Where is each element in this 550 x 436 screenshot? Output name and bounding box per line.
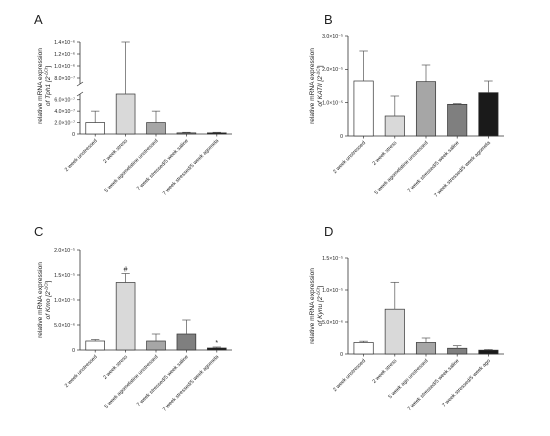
x-tick-label: 2 week stress bbox=[102, 138, 129, 165]
y-tick-label: 1.0×10⁻⁵ bbox=[322, 100, 343, 106]
y-axis-label-line2: of Tph1 [2 bbox=[45, 76, 52, 106]
x-tick-label: 7 week stressed/5 week saline bbox=[407, 140, 461, 194]
x-tick-label: 7 week stressed/5 week saline bbox=[136, 138, 190, 192]
y-axis-label-close: ] bbox=[317, 65, 324, 67]
bar bbox=[146, 340, 166, 351]
x-tick-label: 2 week unstressed bbox=[332, 358, 367, 393]
bar bbox=[115, 282, 136, 351]
y-tick-label: 0 bbox=[72, 348, 75, 354]
x-tick-label: 7 week stressed/5 week agomela bbox=[162, 138, 221, 197]
y-axis-label-superscript: -ΔCt bbox=[44, 67, 49, 77]
panel-letter: A bbox=[34, 12, 43, 27]
y-axis-label-line1: relative mRNA expression bbox=[309, 268, 316, 344]
panel-letter: B bbox=[324, 12, 333, 27]
y-axis-label: relative mRNA expressionof Kynu [2-ΔCt] bbox=[309, 268, 324, 344]
y-tick-label: 6.0×10⁻⁷ bbox=[54, 98, 75, 104]
bar bbox=[384, 115, 405, 137]
y-axis-label-line1: relative mRNA expression bbox=[37, 262, 44, 338]
bar bbox=[384, 308, 405, 355]
bar bbox=[207, 347, 227, 351]
y-tick-label: 5.0×10⁻⁶ bbox=[322, 320, 343, 326]
bar bbox=[353, 342, 374, 355]
y-axis-label-close: ] bbox=[45, 66, 52, 68]
y-axis-label-line2: of KATII [2 bbox=[317, 76, 324, 107]
bar bbox=[146, 122, 166, 135]
y-tick-label: 1.5×10⁻⁵ bbox=[54, 273, 75, 279]
x-tick-label: 7 week stressed/5 week agomela bbox=[433, 140, 492, 199]
axis-break-mark bbox=[76, 81, 84, 87]
y-axis-label-line2: of Kynu [2 bbox=[317, 296, 324, 326]
significance-annotation: # bbox=[124, 267, 128, 274]
bar bbox=[115, 93, 136, 135]
y-tick-label: 1.5×10⁻⁵ bbox=[322, 256, 343, 262]
y-axis-label-close: ] bbox=[317, 286, 324, 288]
axis-break-mark bbox=[76, 91, 84, 97]
y-tick-label: 4.0×10⁻⁷ bbox=[54, 109, 75, 115]
y-tick-label: 0 bbox=[340, 352, 343, 358]
y-tick-label: 5.0×10⁻⁶ bbox=[54, 323, 75, 329]
y-tick-label: 3.0×10⁻⁵ bbox=[322, 34, 343, 40]
bar bbox=[85, 122, 105, 135]
x-tick-label: 5 week agomelatine unstressed bbox=[374, 140, 430, 196]
x-tick-label: 2 week unstressed bbox=[64, 138, 99, 173]
bar bbox=[353, 80, 374, 137]
bar bbox=[415, 81, 437, 137]
x-tick-label: 2 week stress bbox=[102, 354, 129, 381]
x-tick-label: 5 week agomelatine unstressed bbox=[104, 138, 160, 194]
y-axis-label: relative mRNA expressionof Kmo [2-ΔCt] bbox=[37, 262, 52, 338]
x-tick-label: 7 week stressed/5 week saline bbox=[407, 358, 461, 412]
bar bbox=[176, 132, 197, 135]
bar bbox=[207, 132, 227, 135]
y-tick-label: 1.4×10⁻⁶ bbox=[54, 40, 75, 46]
y-tick-label: 2.0×10⁻⁵ bbox=[54, 248, 75, 254]
y-axis-label-superscript: -ΔCt bbox=[316, 287, 321, 297]
y-tick-label: 2.0×10⁻⁷ bbox=[54, 120, 75, 126]
y-tick-label: 0 bbox=[72, 132, 75, 138]
y-tick-label: 1.0×10⁻⁵ bbox=[322, 288, 343, 294]
y-axis-label-superscript: -ΔCt bbox=[316, 66, 321, 76]
bar bbox=[478, 92, 499, 137]
bar bbox=[415, 342, 437, 355]
y-tick-label: 2.0×10⁻⁵ bbox=[322, 67, 343, 73]
y-axis-label: relative mRNA expressionof Tph1 [2-ΔCt] bbox=[37, 48, 52, 124]
bar bbox=[478, 349, 499, 355]
y-axis-label-superscript: -ΔCt bbox=[44, 282, 49, 292]
y-tick-label: 8.0×10⁻⁷ bbox=[54, 76, 75, 82]
bar bbox=[176, 333, 197, 351]
x-tick-label: 5 week agomelatine unstressed bbox=[104, 354, 160, 410]
x-tick-label: 2 week stress bbox=[372, 358, 399, 385]
bar bbox=[447, 103, 468, 137]
panel-letter: C bbox=[34, 224, 43, 239]
x-tick-label: 7 week stressed/5 week agomela bbox=[162, 354, 221, 413]
x-tick-label: 2 week unstressed bbox=[64, 354, 99, 389]
y-tick-label: 1.0×10⁻⁶ bbox=[54, 64, 75, 70]
y-tick-label: 0 bbox=[340, 134, 343, 140]
y-axis-label: relative mRNA expressionof KATII [2-ΔCt] bbox=[309, 48, 324, 124]
y-axis-label-line1: relative mRNA expression bbox=[37, 48, 44, 124]
bar bbox=[85, 340, 105, 351]
y-axis-label-line2: of Kmo [2 bbox=[45, 291, 52, 320]
panel-letter: D bbox=[324, 224, 333, 239]
y-tick-label: 1.2×10⁻⁶ bbox=[54, 52, 75, 58]
x-tick-label: 2 week stress bbox=[372, 140, 399, 167]
x-tick-label: 2 week unstressed bbox=[332, 140, 367, 175]
significance-annotation: * bbox=[215, 340, 218, 347]
y-axis-label-close: ] bbox=[45, 280, 52, 282]
x-tick-label: 7 week stressed/5 week saline bbox=[136, 354, 190, 408]
bar bbox=[447, 347, 468, 355]
y-tick-label: 1.0×10⁻⁵ bbox=[54, 298, 75, 304]
y-axis-label-line1: relative mRNA expression bbox=[309, 48, 316, 124]
